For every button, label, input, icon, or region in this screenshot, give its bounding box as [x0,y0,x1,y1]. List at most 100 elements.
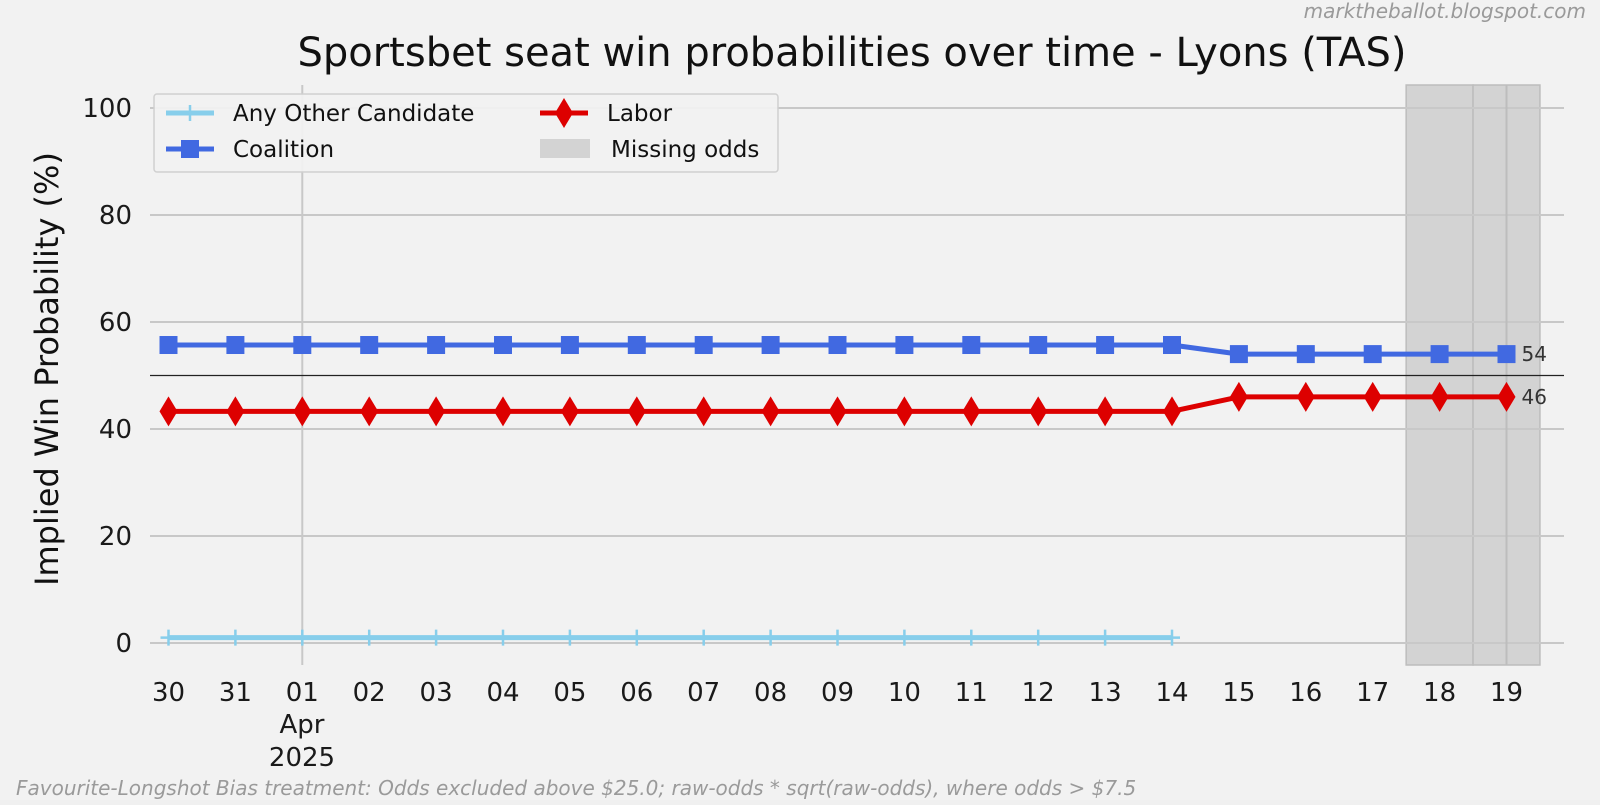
data-point-coalition-18 [1363,345,1382,364]
legend-label-missing-odds: Missing odds [611,137,759,163]
data-point-coalition-2 [293,336,312,355]
data-point-any-other-candidate-2 [294,629,311,646]
data-point-any-other-candidate-3 [361,629,378,646]
watermark: marktheballot.blogspot.com [1304,0,1586,23]
data-point-labor-3 [360,396,379,427]
data-point-coalition-0 [159,336,178,355]
data-point-labor-16 [1229,381,1248,412]
x-tick-label-13: 13 [1089,678,1122,708]
legend-label-coalition: Coalition [233,137,334,163]
x-tick-label-09: 09 [821,678,854,708]
chart-title: Sportsbet seat win probabilities over ti… [297,30,1406,76]
x-tick-label-03: 03 [420,678,453,708]
data-point-coalition-16 [1229,345,1248,364]
x-tick-label-19: 19 [1490,678,1523,708]
data-point-labor-11 [895,396,914,427]
legend-label-labor: Labor [607,101,673,127]
data-point-labor-10 [828,396,847,427]
data-point-labor-14 [1096,396,1115,427]
series-layer: 54 46 [159,336,1547,646]
y-tick-label-40: 40 [99,415,132,445]
data-point-any-other-candidate-6 [561,629,578,646]
data-point-any-other-candidate-14 [1097,629,1114,646]
y-tick-label-0: 0 [115,629,132,659]
data-point-labor-17 [1296,381,1315,412]
data-point-coalition-20 [1497,345,1516,364]
data-point-labor-12 [962,396,981,427]
x-tick-label-12: 12 [1022,678,1055,708]
legend-marker-coalition [181,140,199,158]
x-tick-label-16: 16 [1289,678,1322,708]
x-tick-label-08: 08 [754,678,787,708]
data-point-coalition-6 [560,336,579,355]
y-axis-label: Implied Win Probability (%) [28,152,66,586]
end-label-labor: 46 [1522,385,1547,409]
x-tick-label-06: 06 [620,678,653,708]
x-tick-label-14: 14 [1155,678,1188,708]
x-tick-label-15: 15 [1222,678,1255,708]
y-tick-label-80: 80 [99,201,132,231]
x-tick-label-11: 11 [955,678,988,708]
legend-marker-any-other-candidate [182,105,198,121]
data-point-any-other-candidate-15 [1164,629,1180,646]
legend-label-any-other-candidate: Any Other Candidate [233,101,474,127]
data-point-any-other-candidate-12 [963,629,980,646]
x-tick-label-30: 30 [152,678,185,708]
x-year-label: 2025 [269,743,335,773]
y-tick-label-20: 20 [99,522,132,552]
data-point-coalition-5 [494,336,512,355]
x-tick-label-01: 01 [286,678,319,708]
data-point-coalition-10 [828,336,847,355]
x-tick-label-17: 17 [1356,678,1389,708]
data-point-coalition-7 [627,336,646,355]
data-point-labor-19 [1430,381,1449,412]
series-coalition: 54 [159,336,1547,366]
data-point-labor-8 [694,396,713,427]
data-point-coalition-3 [360,336,379,355]
x-tick-label-04: 04 [486,678,519,708]
data-point-coalition-15 [1163,336,1181,355]
data-point-coalition-8 [694,336,713,355]
data-point-labor-2 [293,396,312,427]
data-point-labor-5 [494,396,512,427]
data-point-any-other-candidate-5 [495,629,511,646]
data-point-labor-15 [1163,396,1181,427]
data-point-labor-4 [427,396,446,427]
data-point-coalition-9 [761,336,780,355]
data-point-any-other-candidate-1 [227,629,244,646]
data-point-labor-18 [1363,381,1382,412]
x-tick-label-05: 05 [553,678,586,708]
x-tick-label-02: 02 [353,678,386,708]
y-tick-label-60: 60 [99,308,132,338]
data-point-any-other-candidate-4 [428,629,445,646]
data-point-coalition-1 [226,336,245,355]
data-point-any-other-candidate-13 [1030,629,1047,646]
end-label-coalition: 54 [1522,342,1547,366]
data-point-any-other-candidate-7 [628,629,645,646]
data-point-labor-0 [159,396,178,427]
data-point-any-other-candidate-8 [695,629,712,646]
data-point-any-other-candidate-9 [762,629,779,646]
series-any-other-candidate [160,629,1180,646]
series-labor: 46 [159,381,1547,427]
data-point-labor-20 [1497,381,1516,412]
legend-marker-labor [555,98,573,128]
footnote: Favourite-Longshot Bias treatment: Odds … [16,776,1136,800]
data-point-coalition-17 [1296,345,1315,364]
data-point-labor-6 [560,396,579,427]
data-point-coalition-12 [962,336,981,355]
data-point-coalition-11 [895,336,914,355]
data-point-labor-9 [761,396,780,427]
x-tick-label-31: 31 [219,678,252,708]
x-month-label: Apr [280,710,325,740]
data-point-coalition-14 [1096,336,1115,355]
axis-layer: 0 20 40 60 80 100 30 31 01 02 03 04 05 06 07 08 09 10 11 12… [82,94,1523,708]
x-tick-label-07: 07 [687,678,720,708]
legend-box [153,93,779,173]
x-tick-label-10: 10 [888,678,921,708]
data-point-coalition-19 [1430,345,1449,364]
data-point-coalition-13 [1029,336,1048,355]
data-point-labor-1 [226,396,245,427]
